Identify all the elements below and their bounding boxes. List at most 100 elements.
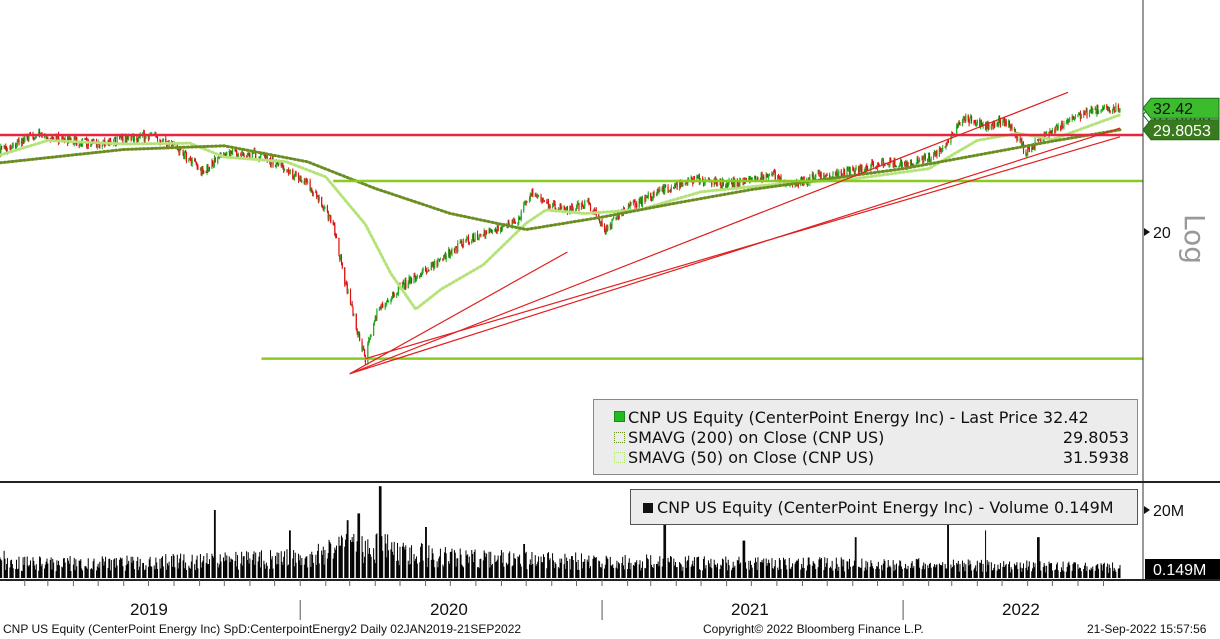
candle-body [287, 169, 289, 171]
candle-body [438, 259, 441, 261]
candle-body [205, 171, 207, 173]
candle-body [860, 165, 862, 172]
candle-body [940, 150, 942, 152]
candle-body [426, 271, 428, 273]
candle-body [947, 140, 949, 145]
candle-body [1031, 147, 1034, 149]
candle-body [1010, 124, 1012, 129]
candle-body [907, 162, 909, 168]
candle-body [293, 177, 295, 180]
candle-body [921, 157, 923, 161]
trend-line-3 [365, 136, 1121, 360]
candle-body [984, 123, 987, 130]
candle-body [332, 221, 334, 224]
candle-body [413, 274, 415, 283]
candle-body [892, 161, 894, 167]
candle-body [537, 195, 540, 197]
candle-body [488, 229, 490, 234]
footer-security-info: CNP US Equity (CenterPoint Energy Inc) S… [3, 622, 522, 636]
candle-body [120, 135, 122, 138]
candle-body [115, 144, 117, 146]
candle-body [956, 125, 959, 128]
candle-body [1088, 111, 1091, 117]
candle-body [183, 153, 185, 160]
candle-body [594, 209, 596, 213]
candle-body [246, 153, 249, 157]
candle-body [947, 140, 950, 143]
candle-body [247, 152, 249, 154]
candle-body [1048, 131, 1050, 136]
candle-body [876, 167, 878, 169]
candle-body [1050, 130, 1052, 133]
candle-body [911, 163, 913, 166]
candle-body [616, 216, 618, 219]
candle-body [264, 154, 266, 157]
candle-body [711, 181, 713, 186]
candle-body [1097, 105, 1099, 114]
legend-row-last-price: CNP US Equity (CenterPoint Energy Inc) -… [614, 408, 1129, 428]
candle-body [241, 153, 243, 156]
candle-body [396, 294, 399, 296]
candle-body [636, 203, 638, 208]
candle-body [634, 200, 636, 208]
footer-timestamp: 21-Sep-2022 15:57:56 [1087, 622, 1207, 636]
candle-body [669, 190, 672, 192]
candle-body [369, 335, 371, 340]
candle-body [1102, 106, 1105, 108]
candle-body [563, 205, 565, 209]
candle-body [535, 195, 537, 197]
candle-body [355, 313, 357, 330]
candle-body [207, 164, 209, 171]
candle-body [629, 202, 631, 207]
candle-body [975, 123, 978, 125]
candle-body [997, 123, 999, 126]
candle-body [114, 137, 116, 140]
volume-tick-icon [1144, 506, 1150, 514]
candle-body [923, 157, 925, 163]
candle-body [777, 175, 779, 180]
candle-body [889, 157, 891, 165]
candle-body [958, 122, 960, 125]
candle-body [384, 305, 386, 308]
candle-body [826, 174, 828, 176]
legend-row-sma50: SMAVG (50) on Close (CNP US) 31.5938 [614, 448, 1129, 468]
candle-body [114, 137, 117, 145]
candle-body [297, 174, 300, 181]
candle-body [944, 146, 946, 148]
candle-body [188, 159, 190, 162]
candle-body [520, 211, 522, 219]
candle-body [824, 176, 826, 179]
candle-body [1038, 138, 1040, 140]
candle-body [177, 148, 179, 150]
candle-body [736, 179, 738, 187]
candle-body [274, 165, 277, 167]
candle-body [485, 232, 488, 234]
candle-body [664, 185, 666, 193]
candle-body [387, 301, 390, 303]
candle-body [124, 135, 126, 143]
candle-body [681, 181, 683, 187]
candle-body [224, 153, 226, 155]
candle-body [1106, 105, 1108, 108]
candle-body [457, 242, 459, 252]
candle-body [1031, 147, 1033, 153]
sma200-value-tag: 29.8053 [1153, 123, 1211, 140]
candle-body [647, 192, 649, 198]
candle-body [443, 255, 445, 260]
candle-body [864, 168, 866, 172]
last-price-tag: 32.42 [1153, 101, 1193, 118]
candle-body [121, 136, 123, 138]
candle-body [518, 216, 521, 220]
candle-body [667, 187, 669, 192]
candle-body [1084, 111, 1086, 115]
candle-body [727, 182, 729, 187]
candle-body [916, 158, 918, 163]
candle-body [162, 138, 164, 142]
volume-panel [0, 486, 1121, 578]
candle-body [662, 186, 664, 192]
candle-body [38, 131, 41, 136]
candle-body [655, 194, 658, 196]
candle-body [269, 159, 272, 166]
candle-body [330, 215, 332, 222]
